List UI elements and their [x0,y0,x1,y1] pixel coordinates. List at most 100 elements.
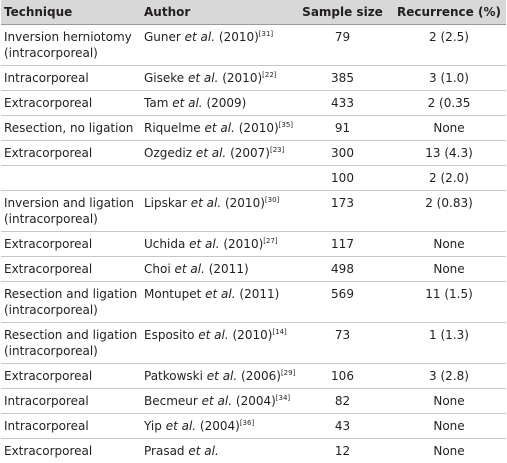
author-etal: et al. [175,262,205,276]
author-name: Patkowski [144,369,203,383]
author-name: Tam [144,96,168,110]
cell-recurrence: None [393,439,506,463]
author-name: Ozgediz [144,146,192,160]
cell-technique: Extracorporeal [1,141,141,166]
reference-superscript: [31] [259,30,273,38]
cell-sample-size: 91 [293,116,393,141]
cell-author: Patkowski et al. (2006)[29] [141,364,293,389]
author-year: (2006) [241,369,281,383]
technique-subtext: (intracorporeal) [4,302,137,318]
cell-sample-size: 43 [293,414,393,439]
header-recurrence: Recurrence (%) [393,0,506,25]
technique-text: Extracorporeal [4,262,92,276]
author-year: (2010) [233,328,273,342]
author-etal: et al. [191,196,221,210]
table-row: Resection and ligation(intracorporeal)Mo… [1,282,506,323]
author-etal: et al. [166,419,196,433]
technique-text: Extracorporeal [4,369,92,383]
cell-author: Ozgediz et al. (2007)[23] [141,141,293,166]
author-name: Esposito [144,328,194,342]
header-author: Author [141,0,293,25]
author-year: (2007) [230,146,270,160]
technique-text: Resection and ligation [4,287,137,301]
reference-superscript: [23] [270,146,284,154]
cell-technique: Resection, no ligation [1,116,141,141]
cell-recurrence: None [393,232,506,257]
technique-text: Extracorporeal [4,444,92,458]
cell-recurrence: 3 (2.8) [393,364,506,389]
technique-subtext: (intracorporeal) [4,45,137,61]
cell-technique: Extracorporeal [1,364,141,389]
cell-technique: Extracorporeal [1,91,141,116]
table-row: Resection and ligation(intracorporeal)Es… [1,323,506,364]
author-year: (2010) [219,30,259,44]
cell-recurrence: 13 (4.3) [393,141,506,166]
cell-author: Riquelme et al. (2010)[35] [141,116,293,141]
reference-superscript: [34] [276,394,290,402]
technique-text: Inversion and ligation [4,196,134,210]
author-etal: et al. [198,328,228,342]
reference-superscript: [30] [265,196,279,204]
cell-technique: Extracorporeal [1,257,141,282]
cell-technique: Intracorporeal [1,66,141,91]
reference-superscript: [35] [279,121,293,129]
cell-author: Lipskar et al. (2010)[30] [141,191,293,232]
author-year: (2010) [223,237,263,251]
author-etal: et al. [189,237,219,251]
technique-subtext: (intracorporeal) [4,211,137,227]
author-year: (2010) [222,71,262,85]
cell-author: Becmeur et al. (2004)[34] [141,389,293,414]
cell-sample-size: 433 [293,91,393,116]
technique-text: Intracorporeal [4,419,89,433]
cell-sample-size: 569 [293,282,393,323]
reference-superscript: [36] [240,419,254,427]
cell-author: Montupet et al. (2011) [141,282,293,323]
cell-author: Prasad et al. [141,439,293,463]
cell-recurrence: 1 (1.3) [393,323,506,364]
cell-author [141,166,293,191]
header-technique: Technique [1,0,141,25]
cell-recurrence: None [393,414,506,439]
author-name: Yip [144,419,162,433]
cell-recurrence: 2 (2.0) [393,166,506,191]
author-name: Prasad [144,444,185,458]
cell-technique: Intracorporeal [1,389,141,414]
cell-technique: Extracorporeal [1,439,141,463]
cell-sample-size: 12 [293,439,393,463]
cell-author: Esposito et al. (2010)[14] [141,323,293,364]
cell-author: Tam et al. (2009) [141,91,293,116]
cell-technique: Inversion herniotomy(intracorporeal) [1,25,141,66]
author-name: Giseke [144,71,184,85]
author-name: Guner [144,30,181,44]
author-etal: et al. [185,30,215,44]
cell-recurrence: 2 (0.83) [393,191,506,232]
cell-sample-size: 117 [293,232,393,257]
table-header: Technique Author Sample size Recurrence … [1,0,506,25]
cell-sample-size: 73 [293,323,393,364]
cell-technique: Inversion and ligation(intracorporeal) [1,191,141,232]
author-year: (2011) [209,262,249,276]
technique-text: Inversion herniotomy [4,30,132,44]
cell-recurrence: None [393,116,506,141]
author-name: Lipskar [144,196,187,210]
cell-recurrence: 2 (2.5) [393,25,506,66]
reference-superscript: [14] [272,328,286,336]
author-name: Montupet [144,287,201,301]
cell-technique: Resection and ligation(intracorporeal) [1,323,141,364]
table-body: Inversion herniotomy(intracorporeal)Gune… [1,25,506,463]
author-etal: et al. [196,146,226,160]
table-row: Inversion and ligation(intracorporeal)Li… [1,191,506,232]
cell-sample-size: 106 [293,364,393,389]
author-etal: et al. [172,96,202,110]
cell-technique: Resection and ligation(intracorporeal) [1,282,141,323]
reference-superscript: [27] [263,237,277,245]
cell-recurrence: 2 (0.35 [393,91,506,116]
technique-text: Resection and ligation [4,328,137,342]
